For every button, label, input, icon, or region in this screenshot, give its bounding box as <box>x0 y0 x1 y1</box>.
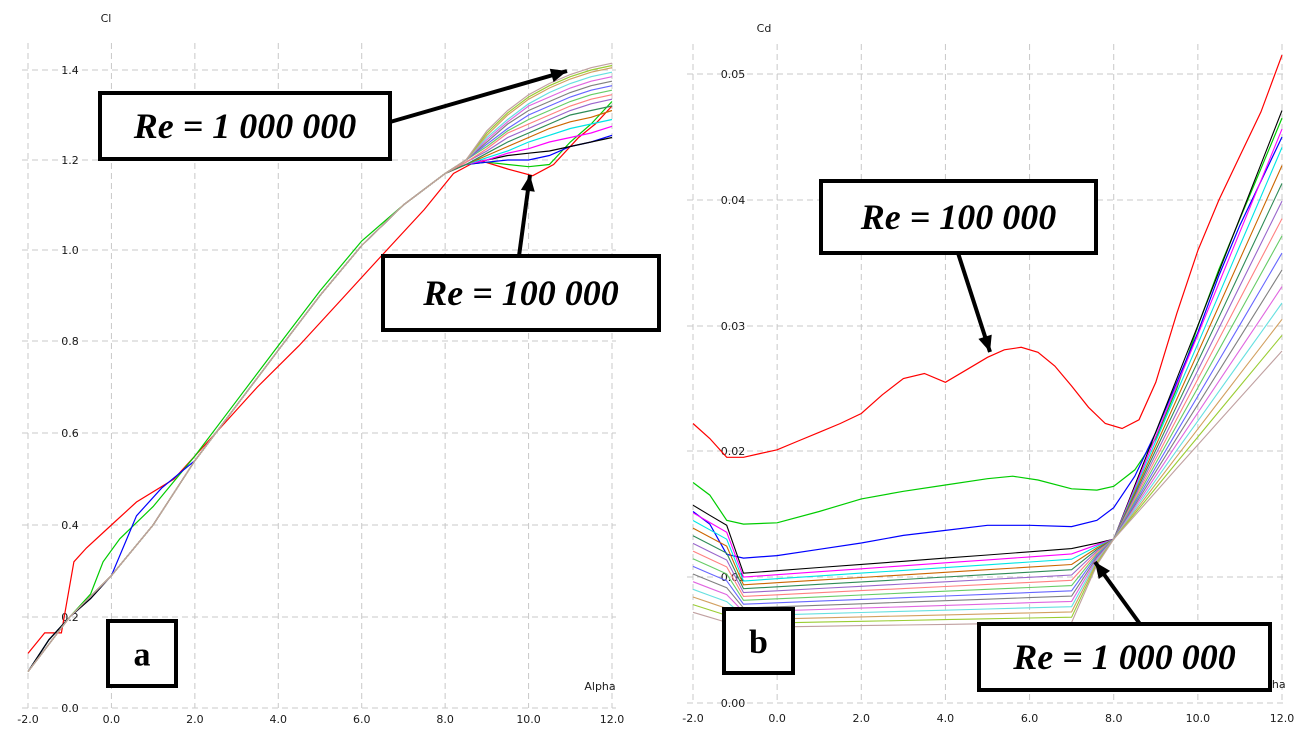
series-group <box>27 62 613 672</box>
y-tick-label: 0.4 <box>61 519 79 532</box>
panel-label: b <box>749 624 768 661</box>
annotation-label: Re = 1 000 000 <box>1012 637 1236 677</box>
y-tick-label: 0.00 <box>721 697 746 710</box>
series-line <box>692 183 1283 590</box>
series-line <box>692 136 1283 559</box>
panel-label: a <box>134 637 151 674</box>
series-line <box>27 105 613 672</box>
y-tick-label: 1.4 <box>61 64 79 77</box>
y-tick-label: 0.03 <box>721 320 746 333</box>
x-tick-label: 10.0 <box>516 713 541 726</box>
series-line <box>27 71 613 672</box>
series-line <box>692 269 1283 609</box>
series-line <box>692 218 1283 597</box>
annotation-arrowhead <box>1095 562 1111 580</box>
series-line <box>692 350 1283 628</box>
x-tick-label: 4.0 <box>937 712 955 725</box>
panel-label-box <box>106 619 178 688</box>
annotation-label: Re = 1 000 000 <box>133 106 357 146</box>
x-tick-label: 10.0 <box>1186 712 1211 725</box>
annotation-box <box>98 91 392 161</box>
annotation-box <box>819 179 1098 255</box>
series-line <box>692 110 1283 574</box>
x-tick-label: 6.0 <box>1021 712 1039 725</box>
x-tick-label: 4.0 <box>270 713 288 726</box>
annotation-arrowhead <box>520 175 535 192</box>
series-line <box>27 62 613 672</box>
x-tick-label: 8.0 <box>1105 712 1123 725</box>
x-tick-label: -2.0 <box>682 712 703 725</box>
chart-panel-b: -2.0 0.0 2.0 4.0 6.0 8.0 10.0 12.00.000.010.020… <box>682 22 1294 725</box>
series-line <box>692 165 1283 586</box>
series-line <box>692 54 1283 458</box>
chart-panel-a: -2.0 0.0 2.0 4.0 6.0 8.0 10.0 12.00.00.20.40.60… <box>17 12 661 726</box>
x-tick-label: 6.0 <box>353 713 371 726</box>
y-tick-label: 0.04 <box>721 194 746 207</box>
y-tick-label: 1.0 <box>61 244 79 257</box>
y-tick-label: 1.2 <box>61 154 79 167</box>
annotation-arrowhead <box>549 68 567 83</box>
annotation-box <box>977 622 1272 692</box>
series-line <box>27 94 613 672</box>
series-line <box>27 101 613 672</box>
series-line <box>27 109 613 672</box>
y-tick-label: 0.05 <box>721 68 746 81</box>
x-tick-label: 8.0 <box>436 713 454 726</box>
annotation-arrow <box>956 252 992 353</box>
series-line <box>692 252 1283 605</box>
annotation-label: Re = 100 000 <box>860 197 1057 237</box>
x-tick-label: 2.0 <box>186 713 204 726</box>
x-tick-label: 0.0 <box>103 713 121 726</box>
series-line <box>692 200 1283 594</box>
y-tick-label: 0.02 <box>721 445 746 458</box>
series-line <box>27 80 613 672</box>
series-line <box>27 89 613 672</box>
series-line <box>27 105 613 654</box>
annotation-arrow <box>389 69 568 124</box>
x-axis-label: Alpha <box>584 680 615 693</box>
y-tick-label: 0.0 <box>61 702 79 715</box>
y-axis-label: Cl <box>101 12 112 25</box>
series-line <box>692 235 1283 601</box>
x-tick-label: -2.0 <box>17 713 38 726</box>
series-line <box>692 147 1283 582</box>
y-tick-label: 0.8 <box>61 335 79 348</box>
y-tick-label: 0.6 <box>61 427 79 440</box>
annotation-arrowhead <box>978 334 992 352</box>
panel-label-box <box>722 607 795 675</box>
annotation-label: Re = 100 000 <box>422 273 619 313</box>
x-tick-label: 0.0 <box>768 712 786 725</box>
x-tick-label: 2.0 <box>853 712 871 725</box>
x-tick-label: 12.0 <box>600 713 625 726</box>
y-axis-label: Cd <box>757 22 772 35</box>
series-line <box>692 128 1283 578</box>
x-tick-label: 12.0 <box>1270 712 1295 725</box>
